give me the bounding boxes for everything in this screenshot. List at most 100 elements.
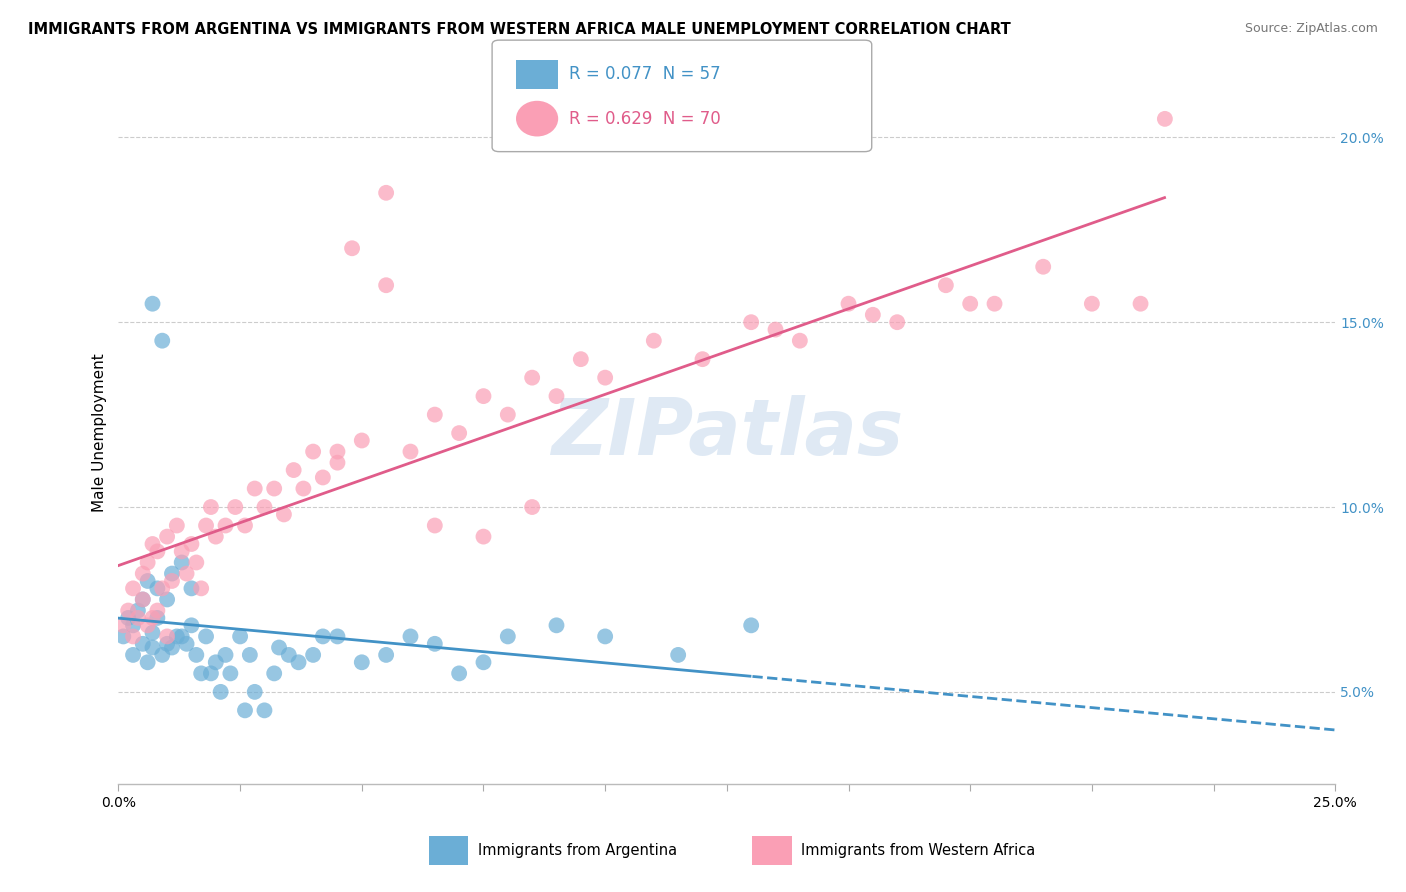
Point (204, 655, 226, 669)
Point (263, 666, 285, 681)
Point (283, 463, 305, 477)
Point (150, 648, 173, 662)
Point (233, 518, 256, 533)
Point (273, 508, 295, 522)
Point (127, 603, 149, 617)
Point (141, 625, 163, 640)
Point (136, 556, 159, 570)
Point (253, 703, 276, 717)
Point (122, 618, 145, 632)
Point (666, 648, 689, 662)
Point (229, 629, 252, 643)
Point (1129, 296, 1152, 310)
Point (112, 618, 135, 632)
Point (186, 556, 208, 570)
Point (983, 296, 1005, 310)
Y-axis label: Male Unemployment: Male Unemployment (93, 354, 107, 513)
Point (233, 703, 256, 717)
Point (204, 530, 226, 544)
Point (449, 426, 471, 441)
Point (180, 582, 202, 596)
Point (156, 530, 179, 544)
Point (195, 629, 218, 643)
Point (141, 611, 163, 625)
Point (170, 556, 193, 570)
Point (214, 648, 236, 662)
Point (312, 470, 335, 484)
Point (141, 296, 163, 310)
Point (176, 637, 198, 651)
Point (423, 408, 446, 422)
Point (209, 685, 232, 699)
Point (593, 370, 616, 384)
Point (423, 637, 446, 651)
Text: Source: ZipAtlas.com: Source: ZipAtlas.com (1244, 22, 1378, 36)
Point (287, 655, 309, 669)
Point (375, 186, 398, 200)
Point (643, 334, 665, 348)
Point (449, 666, 471, 681)
Text: R = 0.077  N = 57: R = 0.077 N = 57 (569, 65, 721, 83)
Point (935, 278, 957, 293)
Point (243, 685, 266, 699)
Point (200, 666, 222, 681)
Text: Immigrants from Western Africa: Immigrants from Western Africa (801, 843, 1036, 857)
Point (180, 537, 202, 551)
Text: R = 0.629  N = 70: R = 0.629 N = 70 (569, 110, 721, 128)
Point (302, 444, 325, 458)
Point (350, 434, 373, 448)
Point (277, 648, 299, 662)
Point (141, 640, 163, 655)
Point (263, 482, 285, 496)
Point (156, 592, 179, 607)
Point (122, 582, 145, 596)
Point (593, 629, 616, 643)
Point (959, 296, 981, 310)
Point (146, 544, 169, 558)
Point (546, 389, 568, 403)
Point (326, 629, 349, 643)
Point (472, 389, 495, 403)
Point (472, 655, 495, 669)
Point (136, 618, 159, 632)
Point (156, 629, 179, 643)
Point (546, 618, 568, 632)
Text: Immigrants from Argentina: Immigrants from Argentina (478, 843, 678, 857)
Point (886, 315, 908, 329)
Point (166, 518, 188, 533)
Point (117, 603, 139, 617)
Point (496, 408, 519, 422)
Point (740, 315, 762, 329)
Point (350, 655, 373, 669)
Point (122, 629, 145, 643)
Point (190, 582, 212, 596)
Point (166, 629, 188, 643)
Point (765, 322, 787, 336)
Point (160, 566, 183, 581)
Point (789, 334, 811, 348)
Point (496, 629, 519, 643)
Point (423, 518, 446, 533)
Point (127, 611, 149, 625)
Point (146, 603, 169, 617)
Point (1081, 296, 1104, 310)
Point (399, 629, 422, 643)
Point (340, 241, 363, 255)
Point (160, 574, 183, 588)
Point (569, 352, 592, 367)
Point (195, 518, 218, 533)
Point (239, 648, 262, 662)
Point (219, 666, 242, 681)
Point (190, 666, 212, 681)
Point (253, 500, 276, 514)
Point (214, 518, 236, 533)
Point (170, 629, 193, 643)
Point (136, 655, 159, 669)
Text: ZIPatlas: ZIPatlas (551, 395, 903, 471)
Point (122, 648, 145, 662)
Point (176, 566, 198, 581)
Point (156, 637, 179, 651)
Point (180, 618, 202, 632)
Point (146, 611, 169, 625)
Point (1154, 112, 1177, 126)
